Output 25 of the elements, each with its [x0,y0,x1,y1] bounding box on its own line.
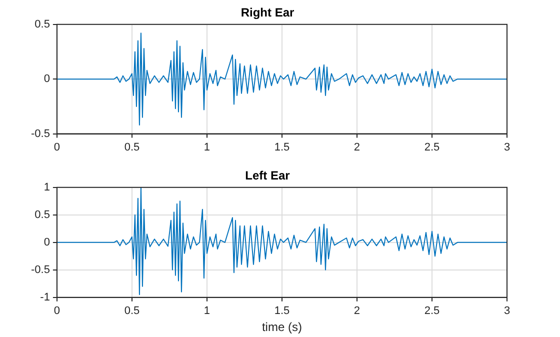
y-tick-label: 0 [44,236,50,248]
x-tick-label: 0.5 [124,141,140,154]
x-tick-label: 1 [204,141,210,154]
chart-title: Left Ear [245,168,290,183]
x-tick-label: 3 [504,141,510,154]
y-tick-label: 0.5 [34,208,50,221]
y-tick-label: -0.5 [30,264,50,276]
x-tick-label: 3 [504,305,510,318]
x-tick-label: 2.5 [424,141,440,154]
x-tick-label: 0.5 [124,305,140,318]
y-tick-label: -1 [40,291,50,304]
x-tick-label: 0 [54,305,60,318]
y-tick-label: 0.5 [34,18,50,30]
x-tick-label: 2.5 [424,305,440,318]
x-tick-label: 1 [204,305,210,318]
x-tick-label: 0 [54,141,60,154]
y-tick-label: 1 [44,181,50,194]
y-tick-label: -0.5 [30,128,50,140]
x-tick-label: 1.5 [274,141,290,154]
x-tick-label: 2 [354,141,360,154]
chart-title: Right Ear [240,6,294,20]
x-axis-title: time (s) [262,320,302,334]
x-tick-label: 1.5 [274,305,290,318]
y-tick-label: 0 [44,73,50,86]
x-tick-label: 2 [354,305,360,318]
